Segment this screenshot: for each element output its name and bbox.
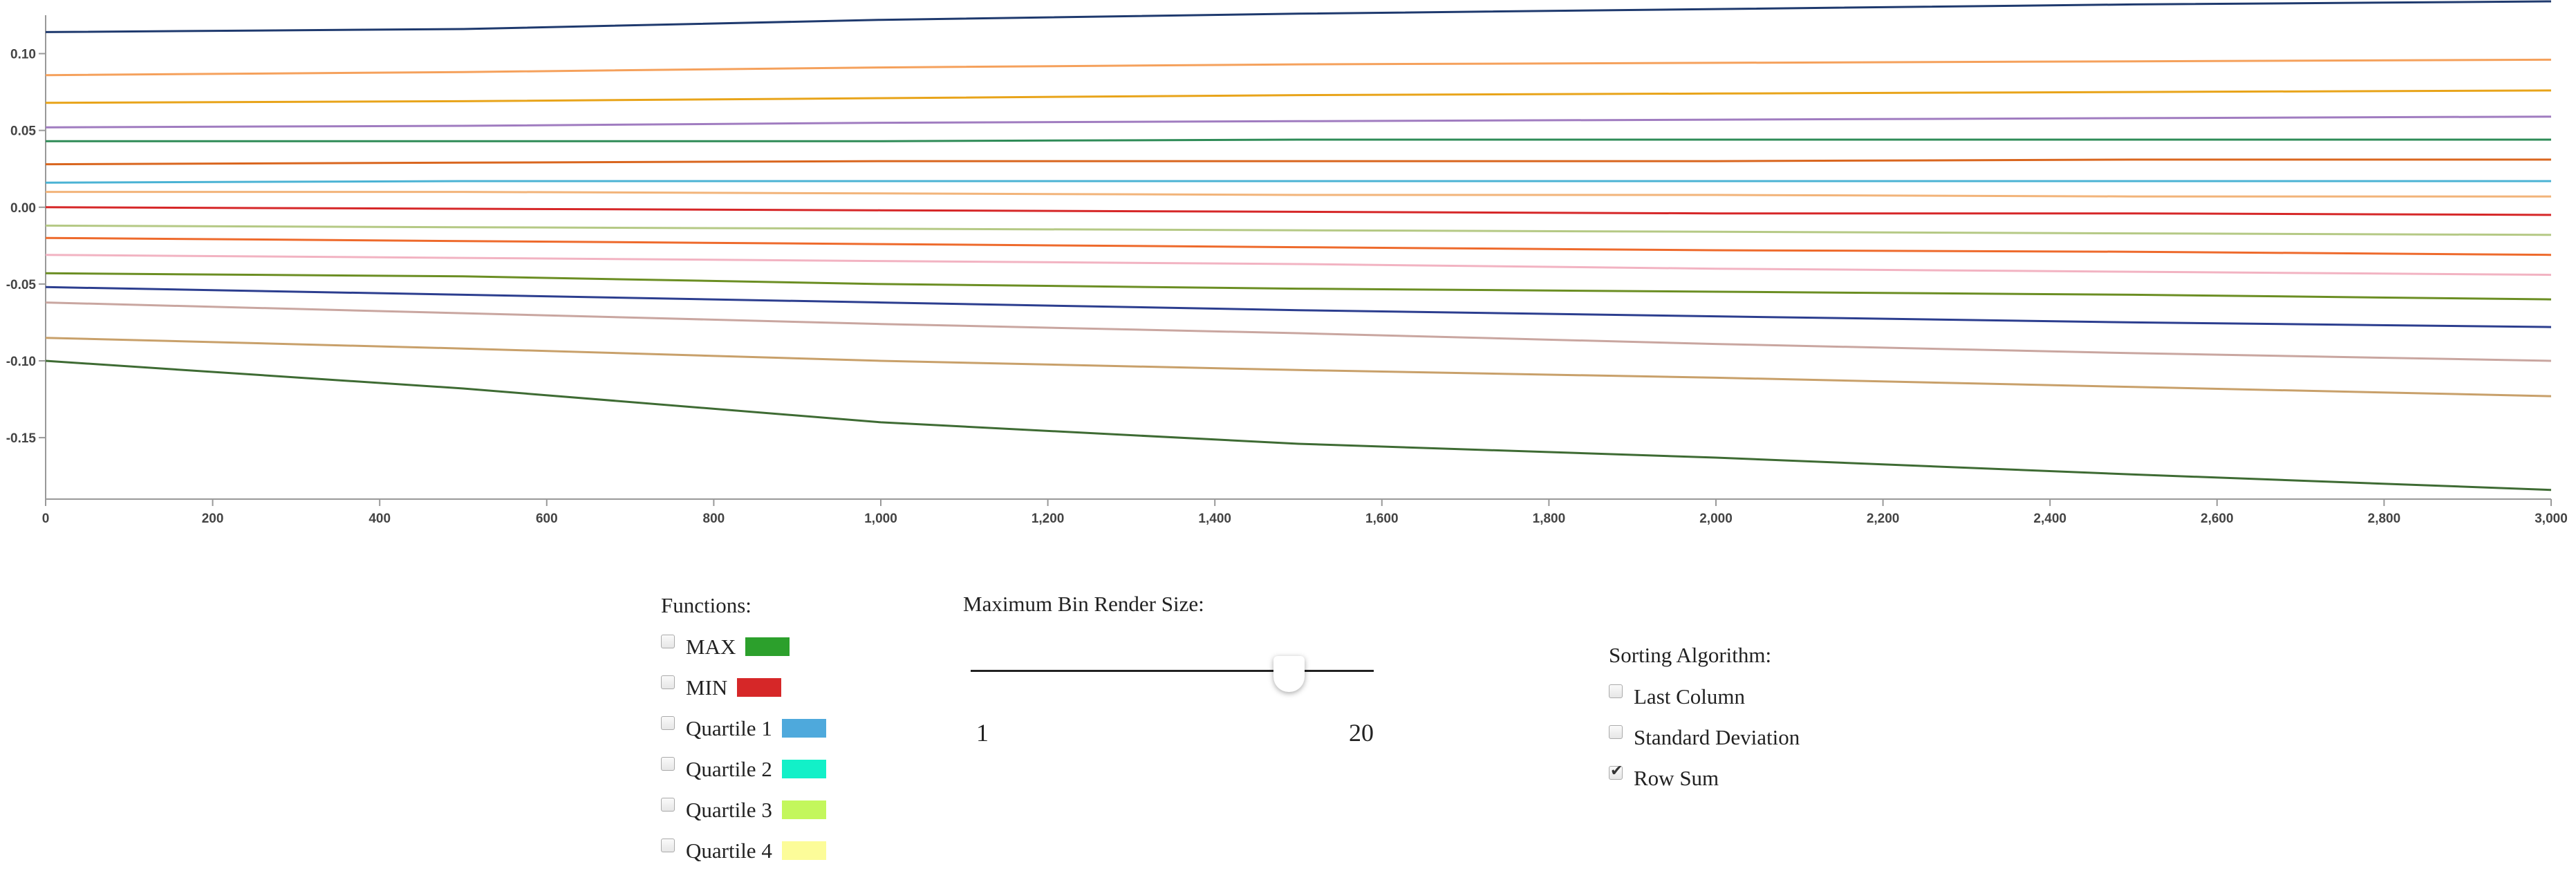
function-color-swatch	[781, 760, 826, 778]
sorting-row[interactable]: Last Column	[1609, 676, 1800, 717]
sorting-title: Sorting Algorithm:	[1609, 643, 1772, 667]
slider-max-label: 20	[1349, 719, 1374, 747]
series-line-16	[45, 337, 2552, 397]
x-tick-label: 400	[368, 512, 391, 526]
sorting-list: Last Column Standard Deviation Row Sum	[1609, 676, 1800, 798]
x-tick-label: 1,800	[1533, 512, 1566, 526]
sorting-checkbox[interactable]	[1609, 684, 1623, 698]
chart-canvas: 0.10 0.05 0.00 -0.05 -0.10 -0.15 0 200 400 600 800…	[6, 0, 2568, 526]
y-tick-label: 0.05	[10, 124, 36, 139]
x-tick-label: 2,000	[1699, 512, 1733, 526]
function-label: MAX	[686, 634, 736, 659]
function-row[interactable]: MAX	[661, 626, 826, 667]
function-checkbox[interactable]	[661, 756, 675, 771]
y-tick-label: -0.05	[6, 278, 37, 292]
chart-svg: 0.10 0.05 0.00 -0.05 -0.10 -0.15 0 200 400 600 800…	[6, 0, 2568, 526]
function-checkbox[interactable]	[661, 675, 675, 689]
x-tick-label: 800	[703, 512, 725, 526]
series-line-4	[45, 115, 2552, 129]
function-checkbox[interactable]	[661, 838, 675, 852]
y-tick-label: 0.10	[10, 48, 36, 62]
function-color-swatch	[745, 637, 790, 656]
x-tick-label: 2,200	[1867, 512, 1900, 526]
functions-list: MAX MIN Quartile 1 Quartile 2 Quartile 3 Quar…	[661, 626, 826, 871]
sorting-label: Row Sum	[1634, 765, 1719, 790]
function-row[interactable]: MIN	[661, 667, 826, 708]
series-line-6	[45, 158, 2551, 166]
function-color-swatch	[781, 841, 826, 860]
function-label: Quartile 4	[686, 838, 772, 863]
function-label: Quartile 2	[686, 756, 772, 781]
bin-size-slider-panel: Maximum Bin Render Size: 1 20	[963, 592, 1392, 747]
x-tick-label: 200	[202, 512, 224, 526]
function-label: Quartile 3	[686, 797, 772, 822]
series-line-15	[45, 301, 2552, 362]
x-tick-label: 2,400	[2033, 512, 2066, 526]
sorting-row[interactable]: Standard Deviation	[1609, 717, 1800, 758]
y-tick-label: -0.15	[6, 431, 37, 446]
function-checkbox[interactable]	[661, 797, 675, 812]
series-line-13	[45, 272, 2552, 301]
function-label: MIN	[686, 675, 728, 700]
slider-thumb[interactable]	[1273, 656, 1305, 692]
y-tick-label: -0.10	[6, 355, 36, 369]
functions-title: Functions:	[661, 593, 752, 617]
function-color-swatch	[781, 800, 826, 819]
series-line-11	[45, 236, 2552, 256]
function-checkbox[interactable]	[661, 634, 675, 648]
functions-panel: Functions: MAX MIN Quartile 1 Quartile 2 Qua…	[661, 593, 826, 871]
series-line-17	[45, 359, 2552, 491]
y-tick-label: 0.00	[10, 201, 36, 216]
series-line-8	[46, 191, 2551, 198]
function-color-swatch	[737, 678, 782, 697]
series-line-12	[45, 254, 2552, 277]
function-checkbox[interactable]	[661, 715, 675, 730]
series-line-3	[45, 89, 2552, 104]
series-line-2	[45, 58, 2552, 77]
x-tick-label: 3,000	[2535, 512, 2568, 526]
x-tick-label: 1,400	[1198, 512, 1231, 526]
function-row[interactable]: Quartile 1	[661, 708, 826, 749]
x-tick-label: 0	[42, 512, 50, 526]
function-label: Quartile 1	[686, 715, 772, 740]
sorting-checkbox[interactable]	[1609, 724, 1623, 739]
sorting-panel: Sorting Algorithm: Last Column Standard D…	[1609, 643, 1800, 798]
series-line-7	[45, 180, 2551, 184]
line-chart: 0.10 0.05 0.00 -0.05 -0.10 -0.15 0 200 400 600 800…	[6, 0, 2568, 526]
function-color-swatch	[781, 719, 826, 738]
x-tick-label: 1,200	[1032, 512, 1065, 526]
series-line-14	[45, 285, 2552, 328]
x-tick-label: 1,000	[864, 512, 897, 526]
x-tick-label: 2,600	[2201, 512, 2234, 526]
function-row[interactable]: Quartile 2	[661, 749, 826, 789]
slider-min-label: 1	[976, 719, 989, 747]
x-tick-label: 2,800	[2368, 512, 2401, 526]
slider-track[interactable]	[971, 670, 1374, 672]
sorting-label: Last Column	[1634, 684, 1746, 709]
sorting-checkbox[interactable]	[1609, 762, 1623, 780]
series-line-1	[45, 0, 2552, 33]
slider-title: Maximum Bin Render Size:	[963, 592, 1204, 616]
sorting-label: Standard Deviation	[1634, 724, 1800, 749]
function-row[interactable]: Quartile 4	[661, 830, 826, 871]
series-line-10	[45, 224, 2552, 236]
series-line-9	[45, 206, 2552, 216]
x-tick-label: 600	[536, 512, 558, 526]
sorting-row[interactable]: Row Sum	[1609, 758, 1800, 798]
function-row[interactable]: Quartile 3	[661, 789, 826, 830]
series-line-5	[46, 138, 2551, 142]
x-tick-label: 1,600	[1365, 512, 1399, 526]
